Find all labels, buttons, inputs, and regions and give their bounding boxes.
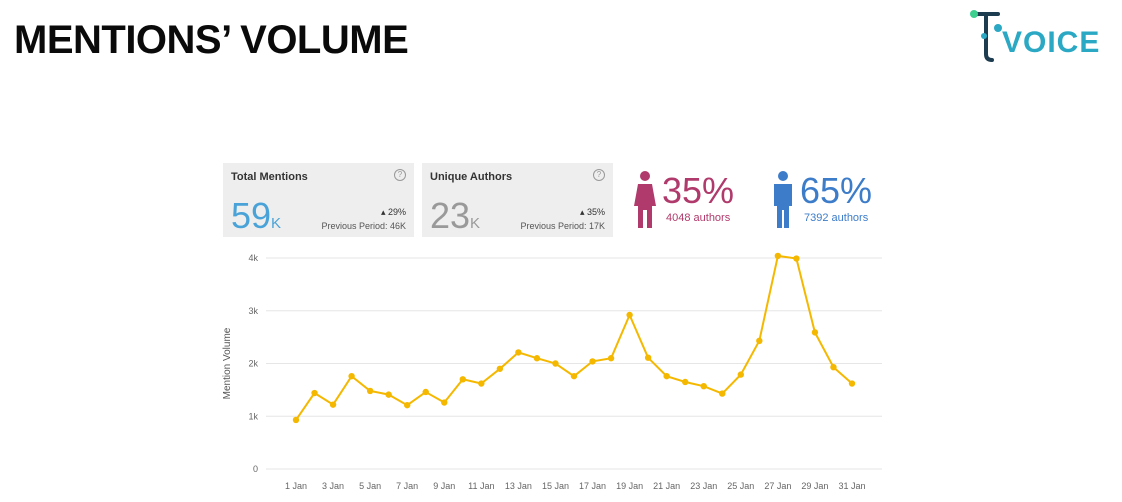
data-point[interactable] <box>478 380 485 387</box>
help-icon[interactable]: ? <box>593 169 605 181</box>
help-icon[interactable]: ? <box>394 169 406 181</box>
data-point[interactable] <box>292 416 300 424</box>
x-tick-label: 1 Jan <box>285 481 307 491</box>
data-point[interactable] <box>848 380 856 387</box>
data-point[interactable] <box>719 390 726 397</box>
male-percent: 65% <box>800 170 873 211</box>
data-point[interactable] <box>329 401 337 408</box>
x-tick-label: 31 Jan <box>838 481 865 491</box>
x-tick-label: 25 Jan <box>727 481 754 491</box>
x-tick-label: 7 Jan <box>396 481 418 491</box>
y-tick-label: 4k <box>248 253 258 263</box>
card-change-value: 29% <box>387 207 406 217</box>
data-point[interactable] <box>774 252 782 260</box>
voice-logo: VOICE <box>968 6 1118 66</box>
male-stat: 65% 7392 authors <box>770 170 900 230</box>
female-stat: 35% 4048 authors <box>632 170 762 230</box>
card-title: Total Mentions <box>231 171 308 183</box>
card-change: ▴ 35% <box>579 207 605 217</box>
x-tick-label: 13 Jan <box>505 481 532 491</box>
data-point[interactable] <box>756 337 763 345</box>
card-title: Unique Authors <box>430 171 513 183</box>
logo-text: VOICE <box>1002 26 1101 59</box>
data-point[interactable] <box>422 388 429 396</box>
data-point[interactable] <box>682 378 689 386</box>
x-tick-label: 23 Jan <box>690 481 717 491</box>
data-point[interactable] <box>626 311 633 319</box>
mention-volume-line <box>295 254 853 421</box>
data-point[interactable] <box>552 360 559 367</box>
data-point[interactable] <box>515 349 522 356</box>
female-authors: 4048 authors <box>666 212 731 224</box>
data-point[interactable] <box>441 399 448 406</box>
card-value: 59K <box>231 195 281 237</box>
data-point[interactable] <box>348 372 355 380</box>
data-point[interactable] <box>459 376 466 383</box>
y-tick-label: 3k <box>248 306 258 316</box>
x-tick-label: 5 Jan <box>359 481 381 491</box>
card-value-unit: K <box>271 215 282 232</box>
card-previous-period: Previous Period: 17K <box>520 221 605 231</box>
x-tick-label: 21 Jan <box>653 481 680 491</box>
x-tick-label: 11 Jan <box>468 481 494 491</box>
female-icon <box>634 171 656 228</box>
data-point[interactable] <box>793 255 800 262</box>
data-point[interactable] <box>385 391 392 398</box>
card-previous-period: Previous Period: 46K <box>321 221 406 231</box>
card-value-number: 59 <box>231 195 272 236</box>
card-value: 23K <box>430 195 480 237</box>
data-point[interactable] <box>496 365 504 372</box>
page-title: MENTIONS’ VOLUME <box>14 18 409 62</box>
data-point[interactable] <box>533 355 541 362</box>
y-tick-label: 0 <box>253 464 258 474</box>
data-point[interactable] <box>811 329 819 336</box>
x-tick-label: 3 Jan <box>322 481 344 491</box>
x-tick-label: 27 Jan <box>764 481 791 491</box>
y-tick-label: 2k <box>248 359 258 369</box>
data-point[interactable] <box>404 401 411 409</box>
x-tick-label: 17 Jan <box>579 481 606 491</box>
female-percent: 35% <box>662 170 735 211</box>
data-point[interactable] <box>737 371 744 378</box>
x-tick-label: 19 Jan <box>616 481 643 491</box>
unique-authors-card: Unique Authors ? 23K ▴ 35% Previous Peri… <box>422 163 613 237</box>
data-point[interactable] <box>607 355 615 362</box>
y-axis-label: Mention Volume <box>222 327 233 399</box>
x-tick-label: 29 Jan <box>801 481 828 491</box>
data-point[interactable] <box>311 389 318 397</box>
x-tick-label: 15 Jan <box>542 481 569 491</box>
total-mentions-card: Total Mentions ? 59K ▴ 29% Previous Peri… <box>223 163 414 237</box>
male-icon <box>774 171 792 228</box>
x-tick-label: 9 Jan <box>433 481 455 491</box>
data-point[interactable] <box>663 372 670 380</box>
card-value-number: 23 <box>430 195 471 236</box>
data-point[interactable] <box>700 382 707 390</box>
data-point[interactable] <box>644 354 652 361</box>
data-point[interactable] <box>830 363 837 371</box>
y-tick-label: 1k <box>248 411 258 421</box>
card-change: ▴ 29% <box>380 207 406 217</box>
male-authors: 7392 authors <box>804 212 869 224</box>
data-point[interactable] <box>366 387 374 395</box>
logo-mark-icon <box>970 10 1002 62</box>
card-value-unit: K <box>470 215 481 232</box>
data-point[interactable] <box>589 358 596 365</box>
data-point[interactable] <box>570 372 578 380</box>
card-change-value: 35% <box>586 207 605 217</box>
